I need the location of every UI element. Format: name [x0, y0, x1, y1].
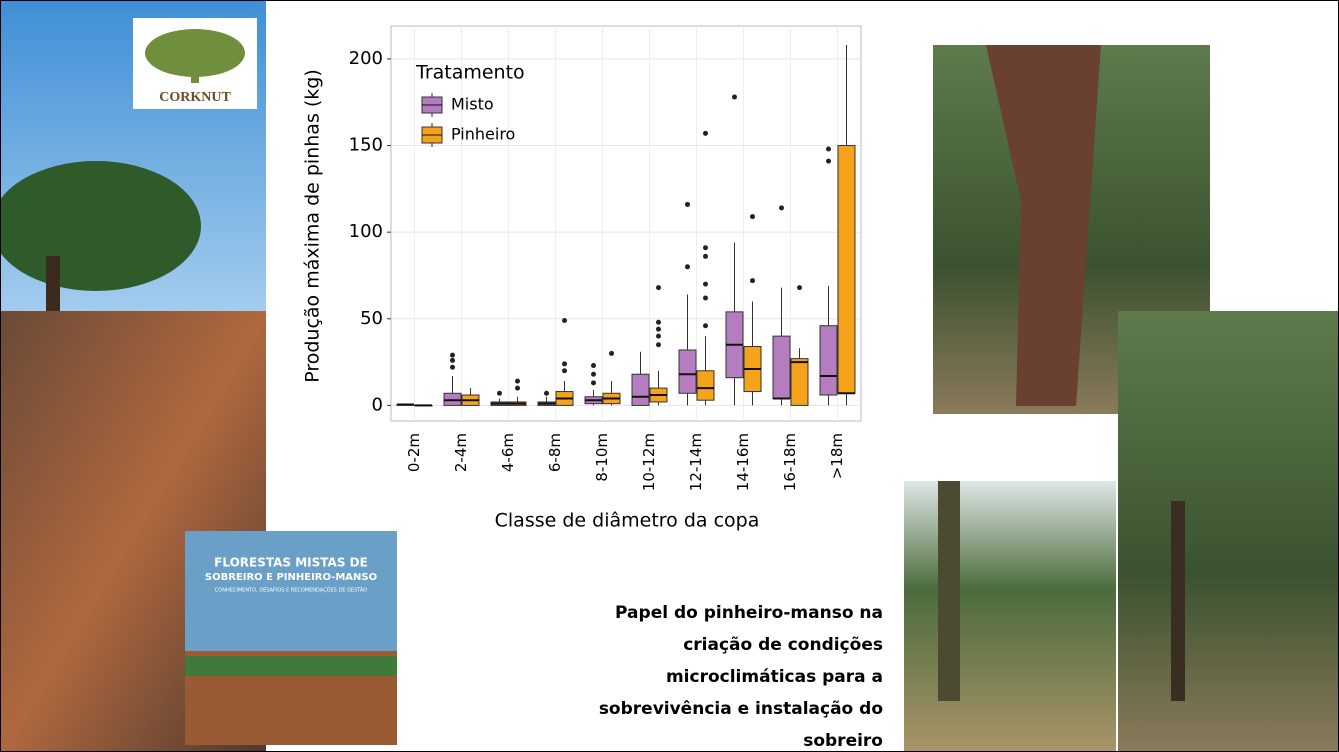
outlier [703, 130, 708, 136]
outlier [450, 364, 455, 370]
y-tick-label: 150 [349, 135, 383, 156]
outlier [732, 94, 737, 100]
outlier [703, 295, 708, 301]
outlier [826, 158, 831, 164]
outlier [703, 253, 708, 259]
y-tick-label: 100 [349, 221, 383, 242]
book-trees [185, 656, 397, 676]
outlier [497, 390, 502, 396]
pine-stand-photo [1118, 311, 1338, 751]
outlier [562, 318, 567, 324]
trunk [938, 481, 960, 701]
legend-label: Pinheiro [451, 125, 515, 144]
y-axis-title: Produção máxima de pinhas (kg) [302, 69, 324, 383]
outlier [544, 390, 549, 396]
caption-line: microclimáticas para a [666, 667, 883, 687]
x-tick-label: 2-4m [452, 433, 470, 472]
legend-label: Misto [451, 95, 494, 114]
caption-line: sobreiro [803, 731, 883, 751]
box [678, 349, 697, 394]
outlier [750, 278, 755, 284]
pine-trunk [46, 256, 60, 316]
caption-line: criação de condições [683, 635, 883, 655]
x-tick-label: 14-16m [734, 433, 752, 491]
trunk [1171, 501, 1185, 701]
outlier [703, 281, 708, 287]
logo-tree [145, 29, 245, 77]
outlier [656, 285, 661, 291]
outlier [656, 333, 661, 339]
outlier [656, 326, 661, 332]
outlier [515, 378, 520, 384]
outlier [797, 285, 802, 291]
outlier [591, 371, 596, 377]
outlier [562, 368, 567, 374]
outlier [826, 146, 831, 152]
outlier [591, 363, 596, 369]
trunk [986, 45, 1101, 406]
outlier [656, 342, 661, 348]
caption-line: Papel do pinheiro-manso na [615, 603, 883, 623]
x-tick-label: 10-12m [640, 433, 658, 491]
outlier [450, 352, 455, 358]
outlier [450, 357, 455, 363]
outlier [591, 380, 596, 386]
caption-line: sobrevivência e instalação do [599, 699, 883, 719]
outlier [685, 264, 690, 270]
outlier [685, 201, 690, 207]
x-tick-label: 4-6m [499, 433, 517, 472]
outlier [562, 361, 567, 367]
x-tick-label: 6-8m [546, 433, 564, 472]
outlier [609, 350, 614, 356]
book-subtitle: CONHECIMENTO, DESAFIOS E RECOMENDAÇÕES D… [215, 587, 367, 594]
box [790, 358, 809, 406]
book-title: SOBREIRO E PINHEIRO-MANSO [205, 572, 377, 583]
outlier [779, 205, 784, 211]
outlier [750, 214, 755, 220]
box [696, 370, 715, 401]
y-tick-label: 0 [372, 394, 383, 415]
x-tick-label: 16-18m [781, 433, 799, 491]
logo-text: CORKNUT [159, 90, 231, 105]
legend-title: Tratamento [415, 62, 525, 84]
y-tick-label: 200 [349, 48, 383, 69]
outlier [703, 323, 708, 329]
x-tick-label: 8-10m [593, 433, 611, 482]
x-tick-label: 12-14m [687, 433, 705, 491]
y-tick-label: 50 [360, 308, 383, 329]
x-tick-label: 0-2m [405, 433, 423, 472]
logo-trunk [191, 61, 199, 83]
box [819, 325, 838, 396]
book-title: FLORESTAS MISTAS DE [214, 556, 368, 570]
x-axis-title: Classe de diâmetro da copa [495, 510, 760, 532]
outlier [515, 385, 520, 391]
x-tick-label: >18m [828, 433, 846, 479]
outlier [656, 319, 661, 325]
outlier [703, 245, 708, 251]
